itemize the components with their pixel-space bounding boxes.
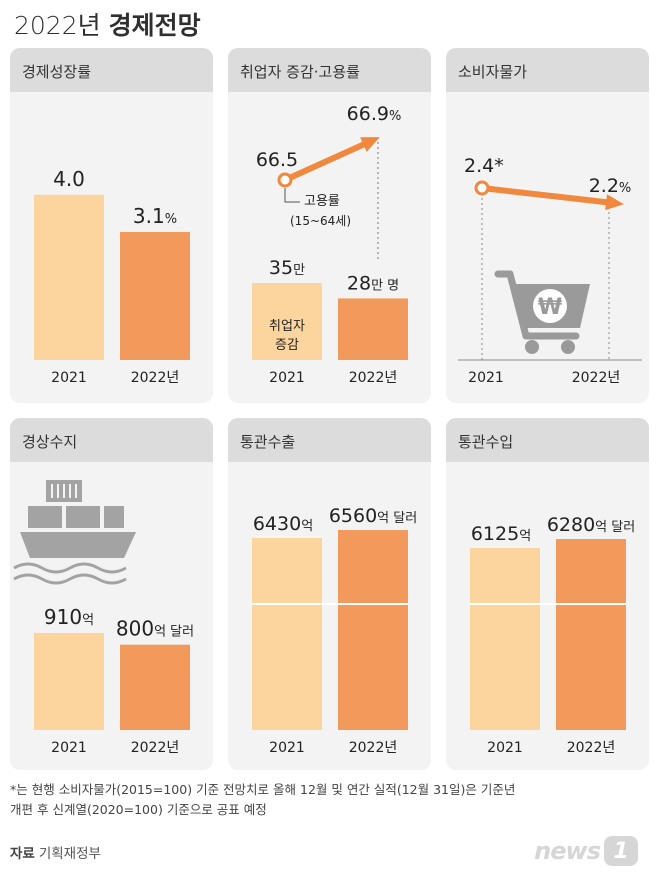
data-label: 3.1% [133, 204, 177, 228]
panel-consumer-price: 소비자물가 2.4* 2.2% 2021 2022년 ₩ [446, 48, 649, 403]
x-tick-label: 2022년 [131, 740, 180, 756]
source: 자료 기획재정부 [10, 842, 101, 862]
exports-chart: 6430억 2021 6560억 달러 2022년 [252, 505, 417, 756]
data-label: 910억 [44, 605, 94, 629]
data-label: 6125억 [471, 523, 531, 545]
footnote-line: *는 현행 소비자물가(2015=100) 기준 전망치로 올해 12월 및 연… [10, 782, 516, 797]
data-point [277, 172, 293, 188]
bar-2022년 [120, 231, 190, 360]
x-tick-label: 2022년 [349, 370, 398, 386]
bar-2021 [252, 283, 322, 360]
bar-2021 [34, 194, 104, 360]
series-name: (15~64세) [290, 214, 351, 228]
consumer-price-chart: 2.4* 2.2% 2021 2022년 ₩ [458, 155, 642, 386]
page-title: 2022년 경제전망 [14, 6, 201, 42]
arrow-head [605, 194, 624, 211]
footnote-line: 개편 후 신계열(2020=100) 기준으로 공표 예정 [10, 802, 267, 817]
panel-title: 경상수지 [10, 418, 213, 462]
panel-title: 취업자 증감·고용률 [228, 48, 431, 92]
x-tick-label: 2022년 [567, 740, 616, 756]
data-label: 4.0 [53, 167, 85, 191]
logo-text: news [534, 837, 601, 865]
imports-chart: 6125억 2021 6280억 달러 2022년 [470, 514, 635, 756]
panel-title: 경제성장률 [10, 48, 213, 92]
title-year: 2022년 [14, 11, 101, 40]
bar-2022년 [338, 298, 408, 360]
footnote: *는 현행 소비자물가(2015=100) 기준 전망치로 올해 12월 및 연… [10, 780, 650, 820]
panel-imports: 통관수입 6125억 2021 6280억 달러 2022년 [446, 418, 649, 770]
bar-2021 [252, 538, 322, 730]
x-tick-label: 2022년 [572, 370, 621, 386]
leader-line [284, 188, 300, 203]
bar-label: 취업자 [269, 319, 305, 334]
source-label: 자료 [10, 846, 35, 862]
bar-label: 증감 [275, 338, 299, 353]
x-tick-label: 2021 [51, 740, 87, 756]
bar-2022년 [556, 539, 626, 730]
x-tick-label: 2021 [51, 370, 87, 386]
bar-2021 [470, 548, 540, 730]
data-label: 6560억 달러 [329, 505, 417, 527]
panel-title: 통관수출 [228, 418, 431, 462]
panel-title: 소비자물가 [446, 48, 649, 92]
data-label: 66.5 [256, 149, 298, 171]
current-account-chart: 910억 2021 800억 달러 2022년 [13, 480, 194, 756]
shopping-cart-won-icon: ₩ [494, 270, 590, 354]
data-label: 800억 달러 [116, 617, 194, 641]
title-main: 경제전망 [108, 11, 201, 40]
x-tick-label: 2021 [468, 370, 504, 386]
bar-2021 [34, 632, 104, 730]
arrow-head [360, 137, 380, 152]
x-tick-label: 2021 [269, 740, 305, 756]
data-label: 2.4* [464, 155, 504, 177]
x-tick-label: 2021 [269, 370, 305, 386]
data-label: 6430억 [253, 513, 313, 535]
panel-current-account: 경상수지 910억 2021 800억 달러 2022년 [10, 418, 213, 770]
source-value: 기획재정부 [38, 846, 101, 862]
panel-title: 통관수입 [446, 418, 649, 462]
logo-badge: 1 [604, 836, 638, 866]
series-name: 고용률 [304, 194, 340, 209]
svg-text:₩: ₩ [538, 295, 562, 320]
series-line [481, 185, 611, 206]
cargo-ship-icon [13, 480, 136, 585]
data-label: 6280억 달러 [547, 514, 635, 536]
bar-2022년 [120, 644, 190, 730]
x-tick-label: 2021 [487, 740, 523, 756]
series-line [283, 140, 368, 183]
panel-growth: 경제성장률 4.0 2021 3.1% 2022년 [10, 48, 213, 403]
x-tick-label: 2022년 [131, 370, 180, 386]
bar-2022년 [338, 530, 408, 730]
data-label: 66.9% [347, 103, 402, 125]
x-tick-label: 2022년 [349, 740, 398, 756]
data-label: 28만 명 [347, 272, 399, 294]
data-label: 2.2% [589, 175, 632, 197]
news1-logo: news 1 [534, 836, 638, 866]
data-point [474, 180, 490, 196]
panel-exports: 통관수출 6430억 2021 6560억 달러 2022년 [228, 418, 431, 770]
growth-chart: 4.0 2021 3.1% 2022년 [34, 167, 190, 386]
data-label: 35만 [269, 257, 305, 279]
